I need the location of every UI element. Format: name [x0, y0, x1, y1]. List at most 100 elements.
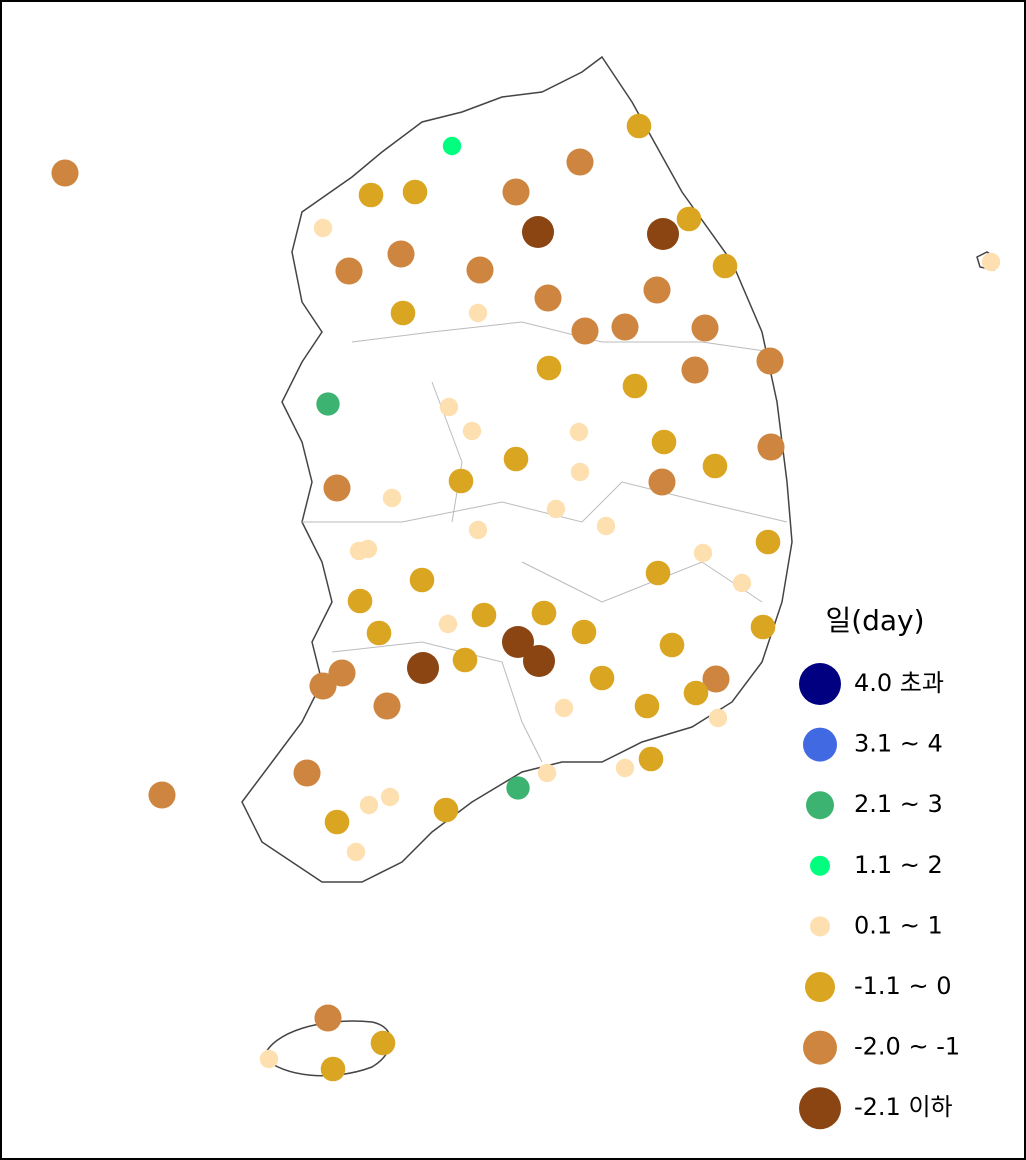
legend-label: -2.0 ~ -1: [854, 1033, 960, 1061]
station-marker: [328, 659, 356, 687]
legend-label: -1.1 ~ 0: [854, 972, 951, 1000]
station-marker: [390, 300, 416, 326]
station-marker: [468, 303, 488, 323]
station-marker: [506, 776, 530, 800]
station-marker: [634, 693, 660, 719]
station-marker: [643, 276, 671, 304]
station-marker: [438, 614, 458, 634]
station-marker: [693, 543, 713, 563]
station-marker: [409, 567, 435, 593]
station-marker: [622, 373, 648, 399]
station-marker: [571, 619, 597, 645]
station-marker: [314, 1004, 342, 1032]
station-marker: [380, 787, 400, 807]
station-marker: [702, 453, 728, 479]
station-marker: [755, 529, 781, 555]
station-marker: [571, 317, 599, 345]
station-marker: [645, 560, 671, 586]
station-marker: [433, 797, 459, 823]
station-marker: [521, 215, 555, 249]
legend: 4.0 초과 3.1 ~ 4 2.1 ~ 3 1.1 ~ 2 0.1 ~ 1 -1.1 ~…: [799, 663, 960, 1130]
legend-swatch: [799, 663, 841, 705]
province-lines: [302, 321, 788, 763]
station-marker: [366, 620, 392, 646]
station-marker: [387, 240, 415, 268]
legend-swatch: [803, 727, 837, 762]
station-marker: [320, 1056, 346, 1082]
station-marker: [309, 672, 337, 700]
station-marker: [293, 759, 321, 787]
station-marker: [503, 446, 529, 472]
station-marker: [702, 665, 730, 693]
station-marker: [51, 159, 79, 187]
legend-swatch: [810, 855, 830, 876]
station-marker: [452, 647, 478, 673]
station-marker: [462, 421, 482, 441]
station-marker: [358, 182, 384, 208]
legend-swatch: [799, 1087, 841, 1130]
station-marker: [589, 665, 615, 691]
markers: [51, 113, 1001, 1082]
station-marker: [546, 499, 566, 519]
station-marker: [468, 520, 488, 540]
station-marker: [732, 573, 752, 593]
station-marker: [531, 600, 557, 626]
station-marker: [691, 314, 719, 342]
station-marker: [259, 1049, 279, 1069]
station-marker: [534, 284, 562, 312]
station-marker: [708, 708, 728, 728]
station-marker: [712, 253, 738, 279]
legend-swatch: [805, 972, 835, 1002]
legend-label: 1.1 ~ 2: [854, 851, 943, 879]
station-marker: [358, 539, 378, 559]
legend-label: 4.0 초과: [854, 669, 944, 697]
station-marker: [537, 763, 557, 783]
station-marker: [522, 644, 556, 678]
station-marker: [501, 625, 535, 659]
station-marker: [659, 632, 685, 658]
legend-title: 일(day): [825, 604, 924, 637]
station-marker: [346, 842, 366, 862]
station-marker: [323, 474, 351, 502]
station-marker: [756, 347, 784, 375]
station-marker: [439, 397, 459, 417]
station-marker: [448, 468, 474, 494]
station-marker: [569, 422, 589, 442]
station-marker: [981, 252, 1001, 272]
station-marker: [676, 206, 702, 232]
station-marker: [359, 795, 379, 815]
station-marker: [757, 433, 785, 461]
station-marker: [683, 680, 709, 706]
station-marker: [646, 217, 680, 251]
station-marker: [148, 781, 176, 809]
legend-label: -2.1 이하: [854, 1093, 953, 1121]
station-marker: [638, 746, 664, 772]
station-marker: [402, 179, 428, 205]
legend-label: 3.1 ~ 4: [854, 730, 943, 758]
station-marker: [406, 651, 440, 685]
station-marker: [347, 588, 373, 614]
station-marker: [442, 136, 462, 156]
station-marker: [502, 178, 530, 206]
station-marker: [466, 256, 494, 284]
station-marker: [471, 602, 497, 628]
station-marker: [324, 809, 350, 835]
station-marker: [373, 692, 401, 720]
station-marker: [316, 392, 340, 416]
station-marker: [750, 614, 776, 640]
station-marker: [536, 355, 562, 381]
station-marker: [681, 356, 709, 384]
station-marker: [554, 698, 574, 718]
station-marker: [313, 218, 333, 238]
legend-label: 0.1 ~ 1: [854, 911, 943, 939]
station-marker: [611, 313, 639, 341]
station-marker: [566, 148, 594, 176]
station-marker: [596, 516, 616, 536]
legend-swatch: [803, 1030, 837, 1065]
station-marker: [335, 257, 363, 285]
legend-label: 2.1 ~ 3: [854, 790, 943, 818]
legend-swatch: [806, 791, 834, 820]
station-marker: [570, 462, 590, 482]
